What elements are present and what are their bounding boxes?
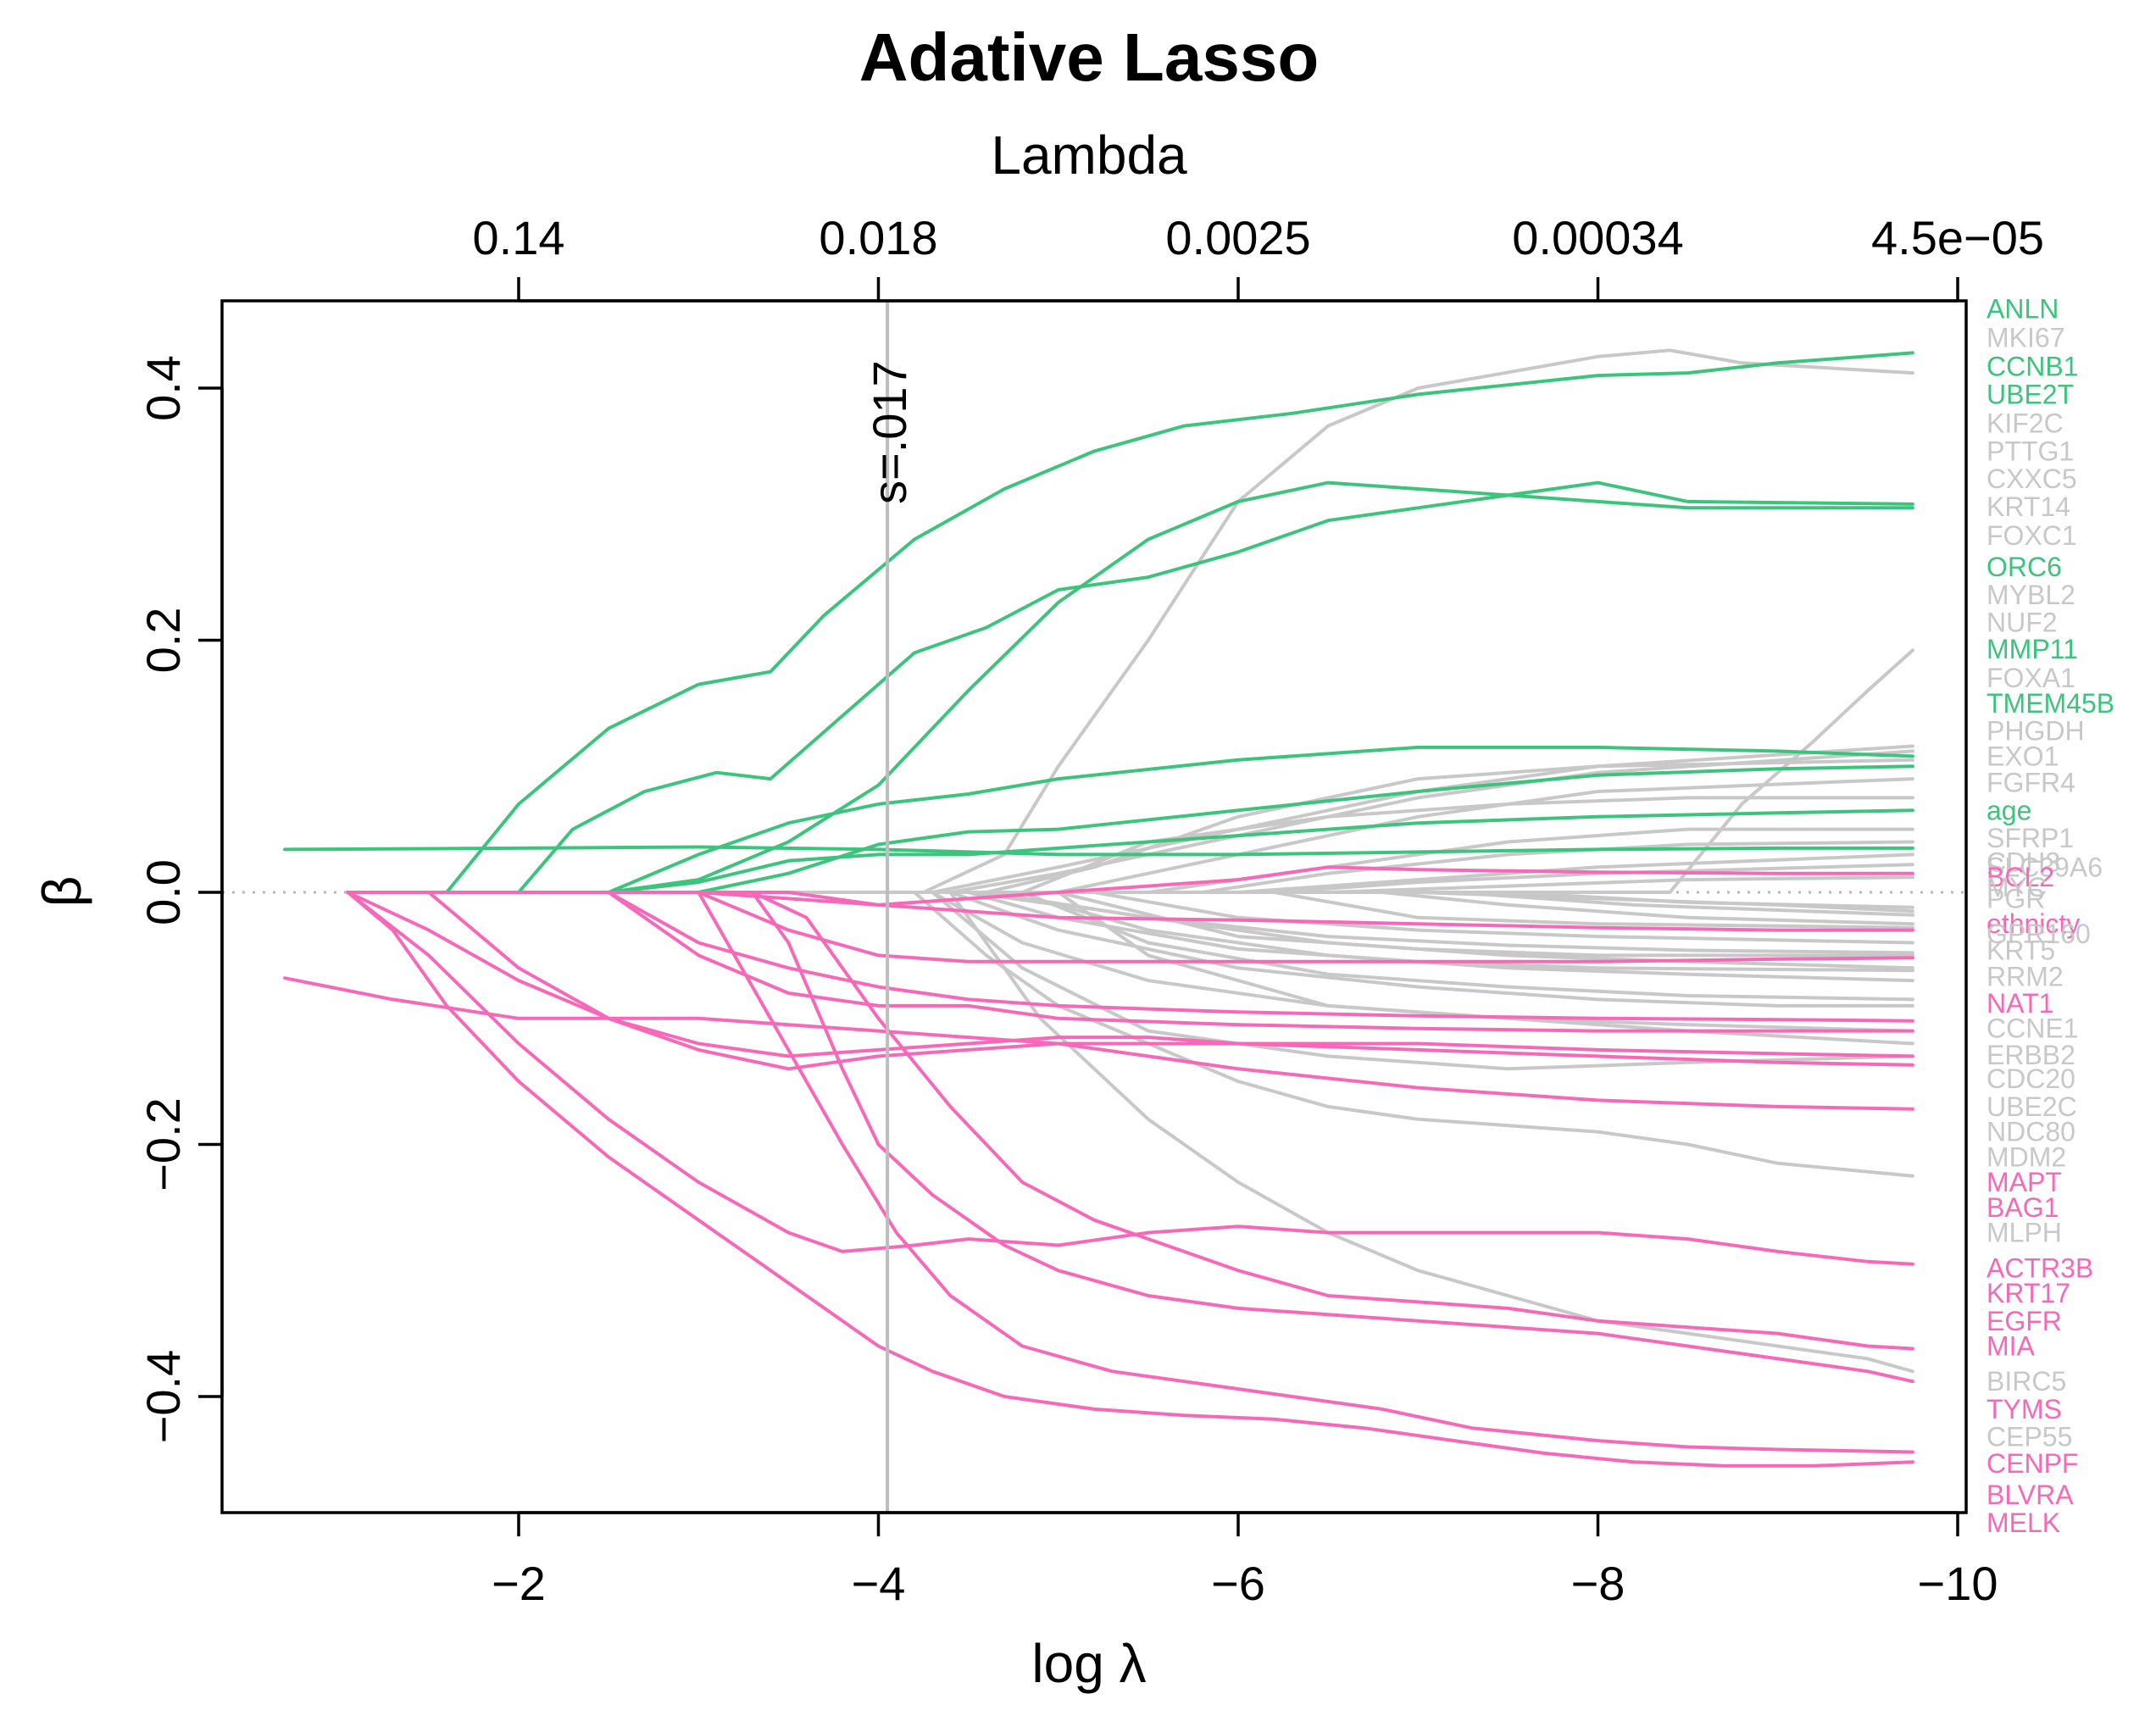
y-tick-label: −0.2: [136, 1097, 190, 1191]
series-line-cdh3: [346, 891, 1914, 983]
series-line-melk: [346, 891, 1914, 1468]
variable-label-tyms: TYMS: [1987, 1394, 2062, 1424]
variable-label-cep55: CEP55: [1987, 1422, 2072, 1452]
variable-label-cxxc5: CXXC5: [1987, 464, 2077, 494]
series-line-ube2c: [346, 891, 1914, 1033]
variable-label-tmem45b: TMEM45B: [1987, 688, 2114, 719]
series-line-mki67: [346, 348, 1914, 894]
top-axis-title: Lambda: [991, 125, 1187, 186]
y-tick-label: 0.4: [136, 355, 190, 421]
variable-label-foxc1: FOXC1: [1987, 520, 2077, 551]
top-tick-label: 0.14: [473, 211, 565, 264]
variable-label-ccnb1: CCNB1: [1987, 352, 2078, 382]
x-tick-label: −8: [1571, 1557, 1625, 1610]
legend-layer: ANLNMKI67CCNB1UBE2TKIF2CPTTG1CXXC5KRT14F…: [1987, 293, 2114, 1537]
variable-label-kif2c: KIF2C: [1987, 408, 2064, 439]
variable-label-foxa1: FOXA1: [1987, 663, 2075, 693]
series-line-blvra: [346, 891, 1914, 1266]
variable-label-cenpf: CENPF: [1987, 1448, 2078, 1479]
variable-label-erbb2: ERBB2: [1987, 1040, 2075, 1070]
series-line-bag1: [346, 891, 1914, 1033]
x-tick-label: −2: [492, 1557, 546, 1610]
series-line-ccnb1: [346, 480, 1914, 894]
variable-label-age: age: [1987, 795, 2031, 825]
variable-label-ube2c: UBE2C: [1987, 1091, 2077, 1122]
variable-label-myc: MYC: [1987, 872, 2047, 902]
variable-label-mlph: MLPH: [1987, 1218, 2062, 1248]
variable-label-egfr: EGFR: [1987, 1306, 2062, 1336]
series-line-foxc1b: [346, 891, 1914, 930]
plot-frame: [220, 299, 1968, 1514]
variable-label-anln: ANLN: [1987, 293, 2059, 324]
x-tick-label: −10: [1918, 1557, 1998, 1610]
top-tick-label: 0.00034: [1512, 211, 1683, 264]
y-axis-title: β: [31, 876, 92, 908]
variable-label-bag1: BAG1: [1987, 1192, 2059, 1223]
variable-label-exo1: EXO1: [1987, 741, 2059, 771]
series-line-mia: [346, 891, 1914, 1058]
variable-label-phgdh: PHGDH: [1987, 716, 2085, 747]
variable-label-fgfr4: FGFR4: [1987, 768, 2075, 798]
variable-label-ethnicty: ethnicty: [1987, 908, 2080, 939]
variable-label-cdh3: CDH3: [1987, 847, 2060, 877]
y-tick-label: 0.2: [136, 608, 190, 674]
variable-label-mia: MIA: [1987, 1331, 2036, 1362]
variable-label-cdc20: CDC20: [1987, 1063, 2075, 1094]
variable-label-nuf2: NUF2: [1987, 608, 2058, 638]
variable-label-gpr160: GPR160: [1987, 919, 2091, 949]
variable-label-ndc80: NDC80: [1987, 1117, 2075, 1147]
series-line-ethnicty: [346, 891, 1914, 932]
variable-label-orc6: ORC6: [1987, 552, 2062, 582]
variable-label-sfrp1: SFRP1: [1987, 823, 2074, 853]
variable-label-nat1: NAT1: [1987, 988, 2053, 1019]
series-layer: s=.017: [222, 301, 1966, 1513]
y-tick-label: 0.0: [136, 859, 190, 925]
series-line-nat1: [346, 891, 1914, 964]
series-line-tmem45b: [283, 845, 1914, 857]
variable-label-mdm2: MDM2: [1987, 1141, 2066, 1172]
variable-label-krt17: KRT17: [1987, 1278, 2070, 1308]
variable-label-actr3b: ACTR3B: [1987, 1252, 2093, 1283]
variable-label-blvra: BLVRA: [1987, 1480, 2074, 1510]
series-line-cenpf: [283, 976, 1914, 1111]
variable-label-ube2t: UBE2T: [1987, 379, 2074, 409]
variable-label-mapt: MAPT: [1987, 1167, 2062, 1197]
variable-label-mybl2: MYBL2: [1987, 580, 2075, 610]
top-tick-label: 0.0025: [1165, 211, 1310, 264]
variable-label-bcl2: BCL2: [1987, 862, 2054, 892]
series-line-krt17: [346, 891, 1914, 1351]
top-tick-label: 0.018: [819, 211, 937, 264]
variable-label-ccne1: CCNE1: [1987, 1013, 2078, 1044]
series-line-ube2t: [346, 351, 1914, 894]
variable-label-krt5: KRT5: [1987, 935, 2055, 965]
variable-label-krt14: KRT14: [1987, 491, 2070, 522]
variable-label-pttg1: PTTG1: [1987, 436, 2074, 466]
selected-lambda-label: s=.017: [863, 360, 916, 504]
variable-label-mmp11: MMP11: [1987, 634, 2078, 664]
series-line-mapt: [346, 891, 1914, 1023]
series-line-age: [346, 808, 1914, 894]
x-tick-label: −6: [1211, 1557, 1265, 1610]
variable-label-rrm2: RRM2: [1987, 962, 2064, 992]
variable-label-slc39a6: SLC39A6: [1987, 852, 2103, 882]
variable-label-mki67: MKI67: [1987, 323, 2064, 353]
top-tick-label: 4.5e−05: [1871, 211, 2044, 264]
chart-title: Adative Lasso: [859, 19, 1319, 95]
series-line-actr3b: [346, 891, 1914, 1384]
y-tick-label: −0.4: [136, 1350, 190, 1444]
x-axis-title: log λ: [1031, 1633, 1146, 1694]
series-line-bcl2: [346, 865, 1914, 907]
series-line-mlph: [346, 891, 1914, 1374]
variable-label-melk: MELK: [1987, 1508, 2060, 1538]
x-tick-label: −4: [852, 1557, 906, 1610]
variable-label-pgr: PGR: [1987, 883, 2045, 914]
series-line-egfr: [346, 891, 1914, 1454]
series-line-tyms: [346, 891, 1914, 1071]
series-line-ccne1: [346, 891, 1914, 1178]
variable-label-birc5: BIRC5: [1987, 1366, 2066, 1397]
